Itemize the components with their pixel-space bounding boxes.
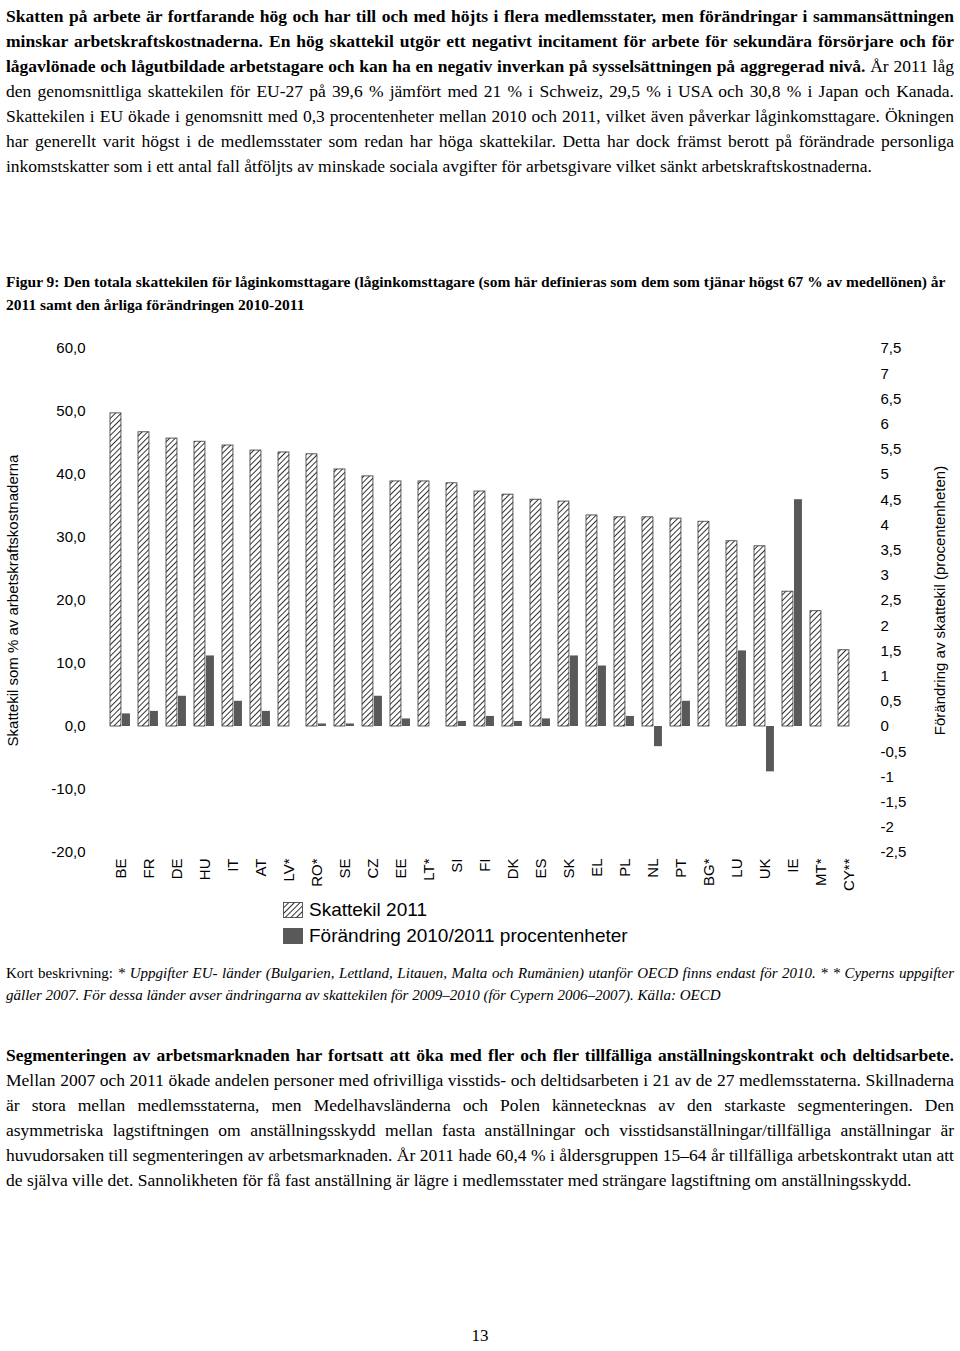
svg-text:3: 3 [881,566,889,583]
svg-text:MT*: MT* [812,858,829,886]
svg-text:Förändring av skattekil (proce: Förändring av skattekil (procentenheten) [931,466,948,735]
svg-text:HU: HU [196,859,213,881]
svg-text:FR: FR [140,858,157,878]
html-text:Förändring 2010/2011 procenten: Förändring 2010/2011 procentenheter [309,925,628,946]
svg-text:2: 2 [881,617,889,634]
svg-text:7,5: 7,5 [881,339,902,356]
svg-text:-10,0: -10,0 [51,780,85,797]
svg-text:30,0: 30,0 [56,528,85,545]
svg-text:0,5: 0,5 [881,692,902,709]
svg-text:3,5: 3,5 [881,541,902,558]
svg-text:ES: ES [532,859,549,879]
svg-text:SE: SE [336,859,353,879]
svg-text:IT: IT [224,859,241,872]
svg-text:4: 4 [881,516,889,533]
svg-text:CY**: CY** [840,858,857,891]
svg-text:LU: LU [728,859,745,878]
svg-text:-2,5: -2,5 [881,843,907,860]
svg-text:-0,5: -0,5 [881,743,907,760]
svg-text:NL: NL [644,859,661,878]
svg-text:20,0: 20,0 [56,591,85,608]
svg-text:DE: DE [168,859,185,880]
svg-text:0: 0 [881,717,889,734]
svg-text:0,0: 0,0 [65,717,86,734]
svg-text:UK: UK [756,859,773,880]
html-text:13: 13 [471,1326,489,1345]
svg-text:1,5: 1,5 [881,642,902,659]
svg-text:DK: DK [504,859,521,880]
svg-text:10,0: 10,0 [56,654,85,671]
svg-text:LT*: LT* [420,858,437,880]
svg-text:BE: BE [112,859,129,879]
svg-text:-20,0: -20,0 [51,843,85,860]
html-text:Segmenteringen av arbetsmarkna: Segmenteringen av arbetsmarknaden har fo… [6,1045,954,1065]
svg-text:-1,5: -1,5 [881,793,907,810]
svg-text:2,5: 2,5 [881,591,902,608]
svg-text:PT: PT [672,859,689,878]
svg-text:PL: PL [616,859,633,877]
svg-text:SK: SK [560,859,577,879]
svg-text:-2: -2 [881,818,894,835]
svg-text:60,0: 60,0 [56,339,85,356]
svg-text:EL: EL [588,859,605,877]
svg-text:RO*: RO* [308,858,325,887]
html-text:Skattekil 2011: Skattekil 2011 [309,899,427,920]
svg-text:LV*: LV* [280,858,297,881]
svg-text:Skattekil som % av arbetskraft: Skattekil som % av arbetskraftskostnader… [4,454,21,746]
html-text:Skatten på arbete är fortfaran: Skatten på arbete är fortfarande hög och… [6,6,954,176]
svg-text:AT: AT [252,859,269,877]
html-text:Figur 9: Den totala skattekile: Figur 9: Den totala skattekilen för lågi… [6,273,946,313]
svg-text:BG*: BG* [700,858,717,886]
svg-text:EE: EE [392,859,409,879]
svg-text:SI: SI [448,859,465,873]
html-text:Mellan 2007 och 2011 ökade and: Mellan 2007 och 2011 ökade andelen perso… [6,1070,954,1190]
svg-text:6: 6 [881,415,889,432]
svg-text:7: 7 [881,365,889,382]
svg-text:6,5: 6,5 [881,390,902,407]
svg-text:1: 1 [881,667,889,684]
svg-text:5: 5 [881,465,889,482]
svg-text:5,5: 5,5 [881,440,902,457]
svg-text:IE: IE [784,859,801,873]
svg-text:4,5: 4,5 [881,491,902,508]
svg-text:50,0: 50,0 [56,402,85,419]
svg-text:40,0: 40,0 [56,465,85,482]
svg-text:-1: -1 [881,768,894,785]
svg-text:CZ: CZ [364,859,381,879]
svg-text:FI: FI [476,859,493,872]
html-text:Kort beskrivning: * Uppgifter: Kort beskrivning: * Uppgifter EU- länder… [6,965,954,1003]
